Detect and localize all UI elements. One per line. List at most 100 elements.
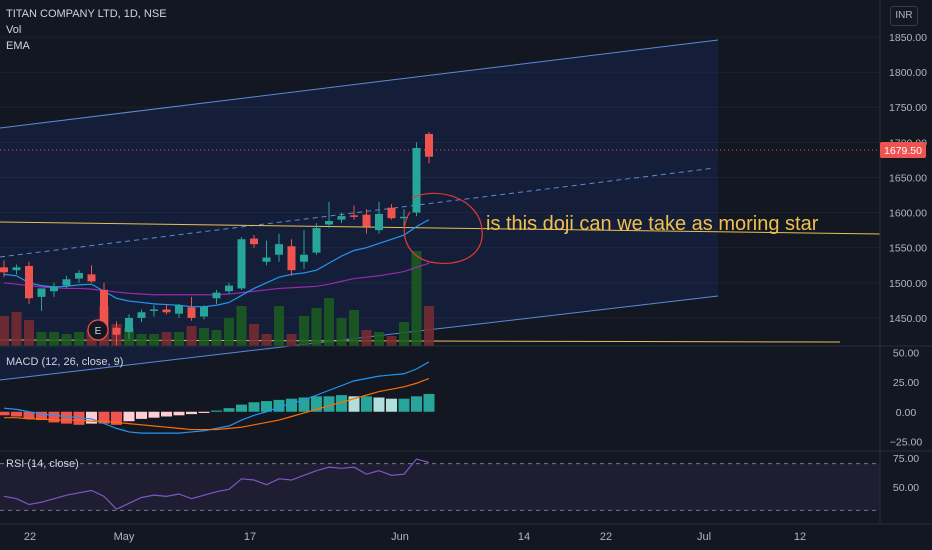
volume-bar [424, 306, 434, 346]
macd-histogram-bar [236, 404, 247, 412]
volume-bar [286, 334, 297, 346]
candle-body [187, 307, 196, 318]
time-axis: 22 May 17 Jun 14 22 Jul 12 [24, 531, 806, 543]
candle-body [325, 221, 333, 225]
macd-histogram-bar [323, 396, 335, 412]
macd-histogram-bar [111, 411, 122, 425]
volume-bar [61, 334, 72, 346]
macd-histogram-bar [148, 411, 160, 418]
volume-bar [11, 312, 22, 346]
time-tick-label: May [114, 531, 135, 543]
rsi-title[interactable]: RSI (14, close) [6, 458, 79, 470]
candle-body [250, 238, 258, 245]
candle-body [100, 289, 108, 328]
volume-bar [386, 336, 397, 346]
rsi-band [0, 463, 880, 511]
macd-histogram-bar [36, 411, 47, 421]
candle-body [112, 327, 121, 335]
macd-signal-line [4, 377, 430, 431]
candle-body [162, 309, 171, 313]
volume-bar [186, 326, 197, 346]
macd-histogram-bar [398, 398, 410, 412]
macd-histogram-bar [423, 393, 435, 412]
macd-histogram-bar [248, 402, 260, 412]
macd-histogram-bar [286, 398, 297, 412]
candle-body [12, 267, 21, 271]
time-tick-label: Jun [391, 531, 409, 543]
volume-bar [0, 316, 9, 346]
candle-body [375, 213, 383, 231]
horizontal-trendline [0, 221, 881, 235]
candle-body [175, 305, 183, 314]
macd-tick-label: 0.00 [896, 407, 917, 419]
candle-body [287, 246, 296, 271]
candle-body [300, 254, 308, 262]
volume-bar [174, 332, 184, 346]
candle-body [312, 228, 321, 253]
candle-body [225, 285, 233, 292]
macd-title[interactable]: MACD (12, 26, close, 9) [6, 356, 124, 368]
volume-bar [49, 332, 59, 346]
volume-bar [336, 318, 347, 346]
volume-bar [199, 328, 209, 346]
time-tick-label: 14 [518, 531, 530, 543]
candle-body [362, 214, 371, 227]
earnings-marker[interactable]: E [87, 319, 109, 341]
candle-body [262, 257, 271, 262]
macd-histogram-bar [336, 395, 347, 412]
candle-body [337, 216, 346, 220]
macd-histogram-bar [173, 411, 185, 416]
macd-histogram-bar [186, 411, 197, 415]
time-tick-label: 22 [24, 531, 36, 543]
rsi-pane: 75.00 50.00 [0, 453, 919, 511]
macd-histogram-bar [123, 411, 135, 422]
volume-bar [74, 332, 84, 346]
volume-bar [249, 324, 259, 346]
candle-body [200, 306, 208, 317]
time-tick-label: 22 [600, 531, 612, 543]
volume-bar [274, 306, 284, 346]
rsi-tick-label: 50.00 [893, 482, 919, 494]
macd-histogram-bar [48, 411, 60, 423]
macd-histogram-bar [161, 411, 172, 417]
channel-mid-dashed-line [0, 167, 716, 258]
macd-histogram-bar [61, 411, 72, 424]
price-tick-label: 1550.00 [889, 243, 927, 255]
macd-tick-label: 25.00 [893, 377, 919, 389]
candle-body [25, 265, 33, 299]
candle-body [62, 279, 71, 286]
ema-legend[interactable]: EMA [6, 40, 30, 52]
volume-bar [299, 316, 309, 346]
candle-body [387, 207, 396, 219]
volume-bar [374, 332, 384, 346]
vol-legend[interactable]: Vol [6, 24, 22, 36]
macd-histogram-bar [211, 410, 222, 412]
macd-histogram-bar [361, 396, 372, 412]
macd-tick-label: 50.00 [893, 347, 919, 359]
time-tick-label: Jul [697, 531, 711, 543]
currency-badge[interactable]: INR [890, 6, 918, 26]
volume-bar [399, 322, 409, 346]
price-tick-label: 1500.00 [889, 278, 927, 290]
macd-histogram-bar [86, 411, 97, 424]
candle-body [412, 147, 421, 213]
macd-histogram-bar [311, 396, 322, 412]
volume-bar [161, 332, 172, 346]
symbol-title: TITAN COMPANY LTD, 1D, NSE [6, 8, 167, 20]
macd-pane: 50.00 25.00 0.00 −25.00 [0, 347, 922, 448]
macd-histogram-bar [198, 411, 210, 413]
grid-lines [0, 36, 880, 319]
annotation-text: is this doji can we take as moring star [486, 213, 819, 235]
candle-body [137, 312, 146, 318]
candle-body [400, 216, 408, 219]
macd-histogram-bar [98, 411, 110, 424]
time-tick-label: 12 [794, 531, 806, 543]
macd-line [3, 361, 430, 434]
annotation-circle [403, 192, 483, 264]
macd-histogram-bar [411, 396, 422, 412]
candle-body [425, 133, 433, 157]
macd-histogram-bar [11, 411, 22, 417]
macd-histogram-bar [273, 399, 285, 412]
price-axes: 1850.001800.001750.001700.001650.001600.… [889, 32, 927, 325]
